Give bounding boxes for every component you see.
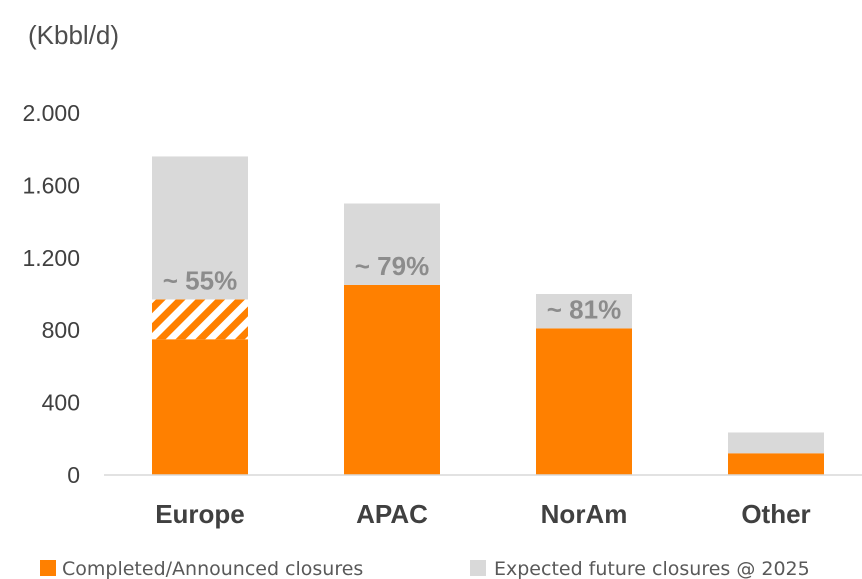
y-tick-label: 2.000 <box>22 100 80 126</box>
share-annotation: ~ 55% <box>163 265 237 295</box>
bar-segment <box>344 203 440 285</box>
y-tick-label: 400 <box>42 390 80 416</box>
annotations: ~ 55% ~ 79% ~ 81% <box>163 251 621 324</box>
bar-segment <box>152 156 248 300</box>
y-axis: 0 400 800 1.200 1.600 2.000 <box>22 100 80 488</box>
legend-swatch-completed <box>40 560 56 576</box>
legend-label-expected: Expected future closures @ 2025 <box>494 558 810 579</box>
bars <box>152 156 824 475</box>
unit-label: (Kbbl/d) <box>28 20 119 50</box>
bar-segment <box>536 328 632 475</box>
x-tick-label: Europe <box>155 499 245 529</box>
x-tick-label: Other <box>741 499 810 529</box>
y-tick-label: 1.600 <box>22 172 80 198</box>
legend: Completed/Announced closures Expected fu… <box>40 558 810 579</box>
y-tick-label: 0 <box>67 462 80 488</box>
x-tick-label: APAC <box>356 499 428 529</box>
bar-segment <box>152 339 248 475</box>
legend-swatch-expected <box>470 560 486 576</box>
legend-label-completed: Completed/Announced closures <box>62 558 363 579</box>
y-tick-label: 800 <box>42 317 80 343</box>
x-axis: Europe APAC NorAm Other <box>155 499 810 529</box>
y-tick-label: 1.200 <box>22 245 80 271</box>
x-tick-label: NorAm <box>541 499 628 529</box>
bar-segment <box>152 299 248 340</box>
bar-segment <box>728 453 824 475</box>
bar-segment <box>344 284 440 475</box>
bar-segment <box>728 432 824 454</box>
share-annotation: ~ 79% <box>355 251 429 281</box>
bar-segment <box>536 294 632 329</box>
share-annotation: ~ 81% <box>547 294 621 324</box>
